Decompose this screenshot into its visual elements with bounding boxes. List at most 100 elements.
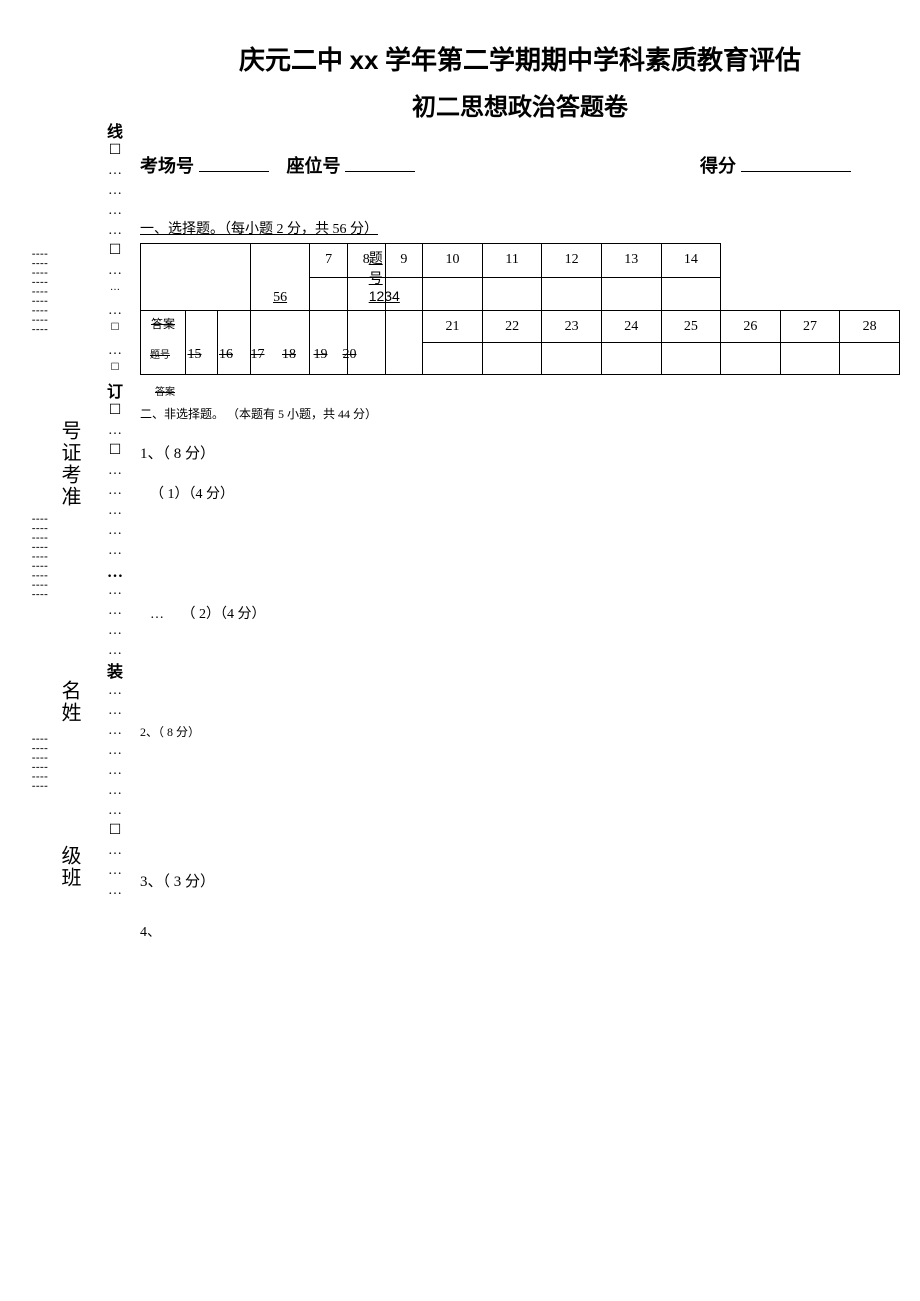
c15: 15 [188, 347, 202, 362]
title-post: 学年第二学期期中学科素质教育评估 [378, 46, 801, 75]
row3-strike-overlay: 题号 15 16 17 18 19 20 [150, 346, 357, 363]
s1-pts: 2 [277, 222, 284, 237]
cell: 25 [661, 311, 721, 343]
cell: 22 [482, 311, 542, 343]
dash-segment-2: ┊┊┊┊┊┊┊┊┊ [30, 515, 46, 600]
fold-dot: … [100, 520, 130, 540]
title-pre: 庆元二中 [239, 46, 350, 75]
fold-column: 线 ☐ … … … … ☐ … … … ☐ … ☐ 订 ☐ … ☐ … … … … [100, 20, 130, 961]
answer-cell[interactable] [601, 343, 661, 375]
seat-blank[interactable] [345, 154, 415, 172]
answer-cell[interactable] [661, 343, 721, 375]
cell: 28 [840, 311, 900, 343]
fold-dot: … [100, 180, 130, 200]
c19: 19 [314, 347, 328, 362]
question-2: 2、（ 8 分） [140, 723, 900, 740]
fold-dot: … [100, 760, 130, 780]
answer-cell[interactable] [721, 343, 781, 375]
answer-label-strike: 答案 [151, 317, 175, 331]
question-1-sub1: （ 1）（4 分） [150, 483, 900, 503]
fold-dot: … [100, 460, 130, 480]
answer-cell[interactable] [780, 343, 840, 375]
cell: 13 [601, 244, 661, 278]
fold-box: ☐ [100, 320, 130, 340]
fold-bind-label: 装 [100, 660, 130, 680]
page-container: ┊┊┊┊┊┊┊┊┊ 号证考准 ┊┊┊┊┊┊┊┊┊ 名姓 ┊┊┊┊┊┊ 级班 线 … [0, 20, 920, 961]
page-subtitle: 初二思想政治答题卷 [140, 87, 900, 122]
fold-box: ☐ [100, 400, 130, 420]
answer-cell[interactable] [347, 311, 385, 375]
row-label-cell: 题号 1234 [141, 244, 251, 311]
fold-dot: … [100, 500, 130, 520]
fold-box: ☐ [100, 440, 130, 460]
sub2-dots: … [150, 607, 164, 622]
title-xx: xx [350, 45, 379, 75]
answer-cell[interactable] [385, 311, 423, 375]
answer-cell[interactable] [186, 311, 218, 375]
left-margin: ┊┊┊┊┊┊┊┊┊ 号证考准 ┊┊┊┊┊┊┊┊┊ 名姓 ┊┊┊┊┊┊ 级班 [0, 20, 100, 961]
answer-cell[interactable] [310, 311, 348, 375]
answer-cell[interactable] [250, 311, 310, 375]
c17: 17 [251, 347, 265, 362]
c20: 20 [343, 347, 357, 362]
fold-dot: … [100, 800, 130, 820]
answer-cell[interactable] [310, 277, 348, 311]
fold-dot: … [100, 840, 130, 860]
cell-1234: 1234 [369, 288, 400, 304]
fold-dot: … [100, 680, 130, 700]
cell: 10 [423, 244, 483, 278]
table-wrapper: 题号 1234 56 7 8 9 10 11 12 13 14 [140, 243, 900, 375]
sub2-text: （ 2）（4 分） [182, 607, 266, 622]
fold-book-label: 订 [100, 380, 130, 400]
exam-room-blank[interactable] [199, 154, 269, 172]
header-row: 考场号 座位号 得分 [140, 152, 900, 178]
fold-dot: … [100, 780, 130, 800]
label-exam-id: 号证考准 [55, 420, 84, 508]
fold-dot: … [100, 540, 130, 560]
score-label: 得分 [700, 156, 736, 176]
cell: 9 [385, 244, 423, 278]
fold-box: ☐ [100, 360, 130, 380]
cell: 27 [780, 311, 840, 343]
score-blank[interactable] [741, 154, 851, 172]
answer-cell[interactable] [423, 277, 483, 311]
question-1-sub2: … （ 2）（4 分） [150, 603, 900, 623]
fold-dot: … [100, 600, 130, 620]
fold-dot: … [100, 740, 130, 760]
row2-label: 答案 [141, 311, 186, 375]
fold-dot-bold: … [100, 560, 130, 580]
fold-dot: … [100, 280, 130, 300]
answer-cell[interactable] [542, 343, 602, 375]
answer-cell[interactable] [482, 343, 542, 375]
section1-header: 一、选择题。（每小题 2 分，共 56 分） [140, 218, 900, 238]
header-left: 考场号 座位号 [140, 152, 700, 178]
table-row: 题号 1234 56 7 8 9 10 11 12 13 14 [141, 244, 900, 278]
fold-dot: … [100, 700, 130, 720]
s1-pre: 一、选择题。（每小题 [140, 222, 277, 237]
answer-cell[interactable] [423, 343, 483, 375]
answer-cell[interactable] [840, 343, 900, 375]
fold-dot: … [100, 300, 130, 320]
answer-cell[interactable] [218, 311, 250, 375]
seat-label: 座位号 [287, 156, 341, 176]
answer-cell[interactable] [482, 277, 542, 311]
answer-cell[interactable] [661, 277, 721, 311]
answer-cell[interactable] [542, 277, 602, 311]
fold-dot: … [100, 340, 130, 360]
fold-dot: … [100, 220, 130, 240]
answer-strike-2: 答案 [155, 387, 175, 398]
cell-56: 56 [250, 244, 310, 311]
fold-dot: … [100, 480, 130, 500]
cell: 7 [310, 244, 348, 278]
fold-dot: … [100, 880, 130, 900]
main-content: 庆元二中 xx 学年第二学期期中学科素质教育评估 初二思想政治答题卷 考场号 座… [130, 20, 920, 961]
question-1: 1、（ 8 分） [140, 442, 900, 463]
c18: 18 [282, 347, 296, 362]
fold-dot: … [100, 200, 130, 220]
fold-dot: … [100, 720, 130, 740]
fold-dot: … [100, 860, 130, 880]
answer-cell[interactable] [601, 277, 661, 311]
tihao-strike: 题号 [150, 350, 170, 361]
cell: 24 [601, 311, 661, 343]
fold-dot: … [100, 420, 130, 440]
